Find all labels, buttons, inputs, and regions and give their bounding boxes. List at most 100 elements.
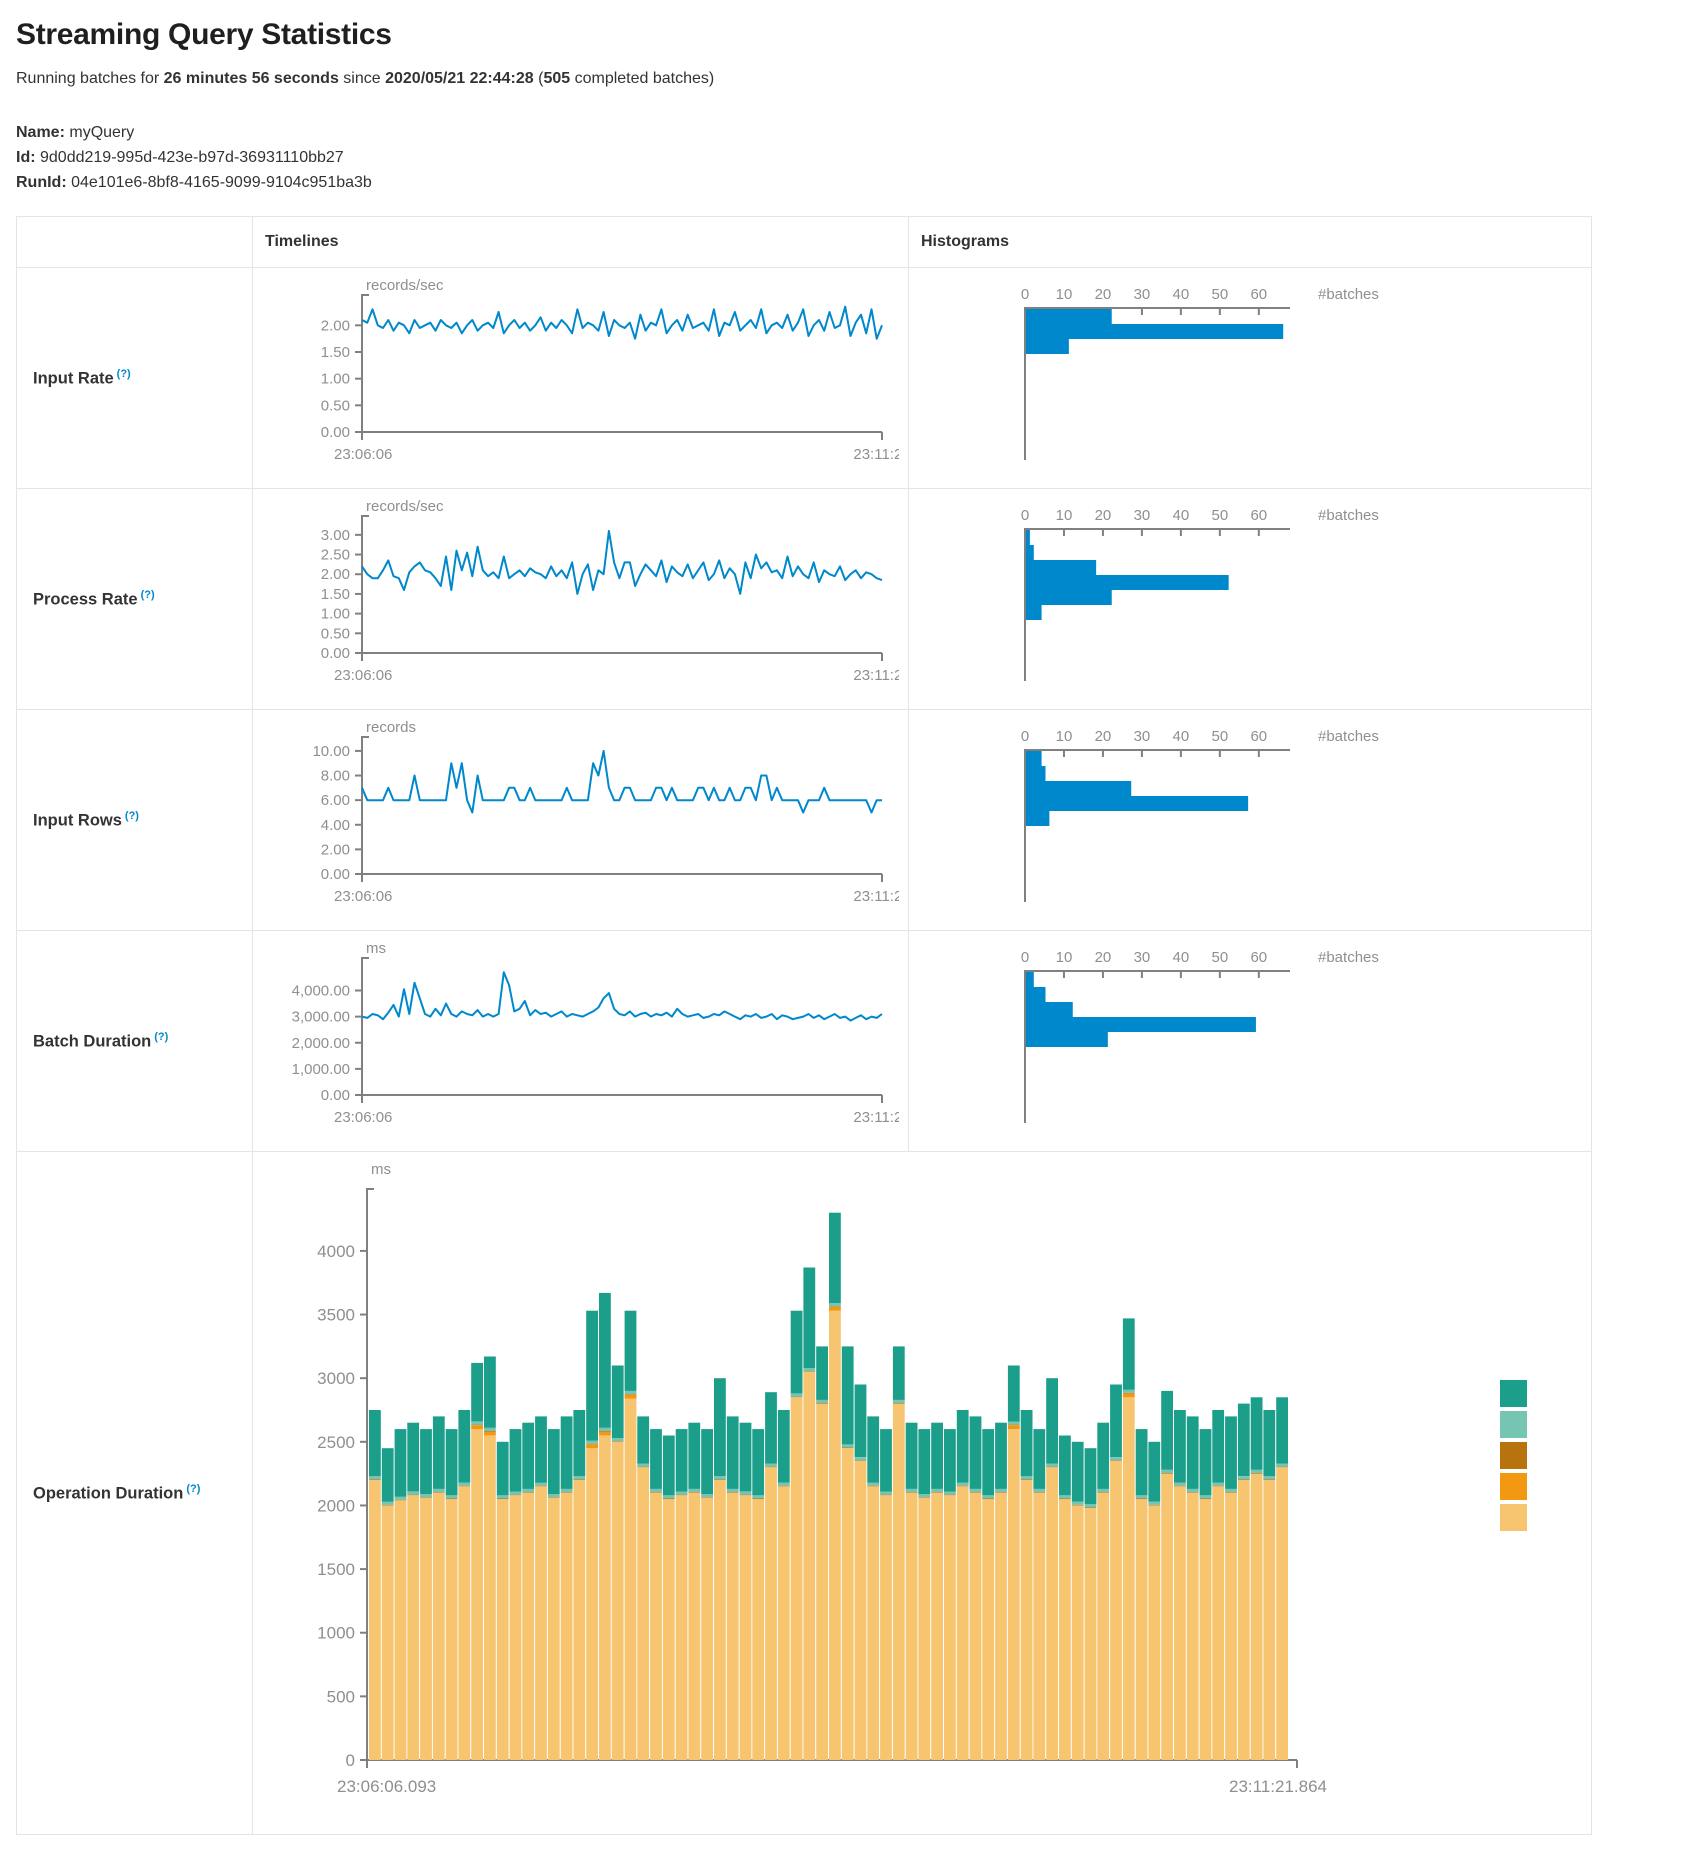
svg-text:20: 20 xyxy=(1095,507,1112,524)
query-id-value: 9d0dd219-995d-423e-b97d-36931110bb27 xyxy=(40,149,344,166)
svg-text:20: 20 xyxy=(1095,286,1112,303)
operation-duration-legend xyxy=(1500,1380,1527,1535)
process-rate-histogram-chart: 0 10 20 30 40 50 60 #batches xyxy=(1021,507,1379,681)
operation-duration-stacked-bar-chart: ms 0 500 1000 1500 2000 2500 3000 3500 4000 23:06:… xyxy=(317,1161,1327,1796)
metric-label-input-rate: Input Rate xyxy=(33,369,114,388)
help-icon[interactable]: (?) xyxy=(186,1482,201,1495)
svg-text:23:06:06: 23:06:06 xyxy=(334,667,392,684)
query-name-value: myQuery xyxy=(69,124,135,141)
svg-text:10: 10 xyxy=(1056,507,1073,524)
svg-text:0.00: 0.00 xyxy=(321,424,350,441)
help-icon[interactable]: (?) xyxy=(124,809,139,822)
summary-batch-count: 505 xyxy=(543,70,571,87)
svg-text:3,000.00: 3,000.00 xyxy=(292,1009,350,1026)
query-name-label: Name: xyxy=(16,124,65,141)
help-icon[interactable]: (?) xyxy=(154,1030,169,1043)
svg-text:30: 30 xyxy=(1134,728,1151,745)
svg-text:records/sec: records/sec xyxy=(366,498,444,515)
svg-text:0.50: 0.50 xyxy=(321,397,350,414)
svg-text:0.50: 0.50 xyxy=(321,625,350,642)
svg-text:20: 20 xyxy=(1095,949,1112,966)
query-name-line: Name: myQuery xyxy=(16,124,1677,142)
svg-text:40: 40 xyxy=(1173,728,1190,745)
svg-text:40: 40 xyxy=(1173,286,1190,303)
svg-text:0.00: 0.00 xyxy=(321,645,350,662)
metric-row-process-rate: Process Rate (?) records/sec 0.00 0.50 1.00 1… xyxy=(16,488,1592,710)
svg-text:3.00: 3.00 xyxy=(321,527,350,544)
metric-column-header xyxy=(16,216,253,268)
svg-text:2.50: 2.50 xyxy=(321,547,350,564)
svg-text:30: 30 xyxy=(1134,286,1151,303)
svg-text:30: 30 xyxy=(1134,949,1151,966)
svg-text:#batches: #batches xyxy=(1318,286,1379,303)
help-icon[interactable]: (?) xyxy=(140,588,155,601)
summary-paren-open: ( xyxy=(533,70,544,87)
svg-text:40: 40 xyxy=(1173,507,1190,524)
timeline-chart-cell: records 0.00 2.00 4.00 6.00 8.00 10.00 23:06:06… xyxy=(252,709,909,931)
legend-swatch-queryplanning xyxy=(1500,1411,1527,1438)
svg-text:4,000.00: 4,000.00 xyxy=(292,983,350,1000)
timeline-chart-cell: ms 0.00 1,000.00 2,000.00 3,000.00 4,000.00 23… xyxy=(252,930,909,1152)
query-meta: Name: myQuery Id: 9d0dd219-995d-423e-b97… xyxy=(16,124,1677,192)
input-rows-timeline-chart: records 0.00 2.00 4.00 6.00 8.00 10.00 23:06:06… xyxy=(312,719,899,905)
svg-text:500: 500 xyxy=(327,1687,355,1706)
svg-text:0: 0 xyxy=(1021,286,1029,303)
svg-text:6.00: 6.00 xyxy=(321,792,350,809)
summary-duration: 26 minutes 56 seconds xyxy=(163,70,339,87)
svg-text:3000: 3000 xyxy=(317,1369,355,1388)
svg-text:records: records xyxy=(366,719,416,736)
summary-since: 2020/05/21 22:44:28 xyxy=(385,70,534,87)
svg-text:30: 30 xyxy=(1134,507,1151,524)
svg-text:50: 50 xyxy=(1212,949,1229,966)
query-id-line: Id: 9d0dd219-995d-423e-b97d-36931110bb27 xyxy=(16,149,1677,167)
svg-text:1500: 1500 xyxy=(317,1560,355,1579)
svg-text:23:06:06: 23:06:06 xyxy=(334,1109,392,1126)
timeline-chart-cell: records/sec 0.00 0.50 1.00 1.50 2.00 23:06:06 2… xyxy=(252,267,909,489)
svg-text:50: 50 xyxy=(1212,728,1229,745)
histogram-chart-cell: 0 10 20 30 40 50 60 #batches xyxy=(908,488,1592,710)
svg-text:20: 20 xyxy=(1095,728,1112,745)
summary-prefix: Running batches for xyxy=(16,70,164,87)
histogram-chart-cell: 0 10 20 30 40 50 60 #batches xyxy=(908,709,1592,931)
svg-text:4.00: 4.00 xyxy=(321,817,350,834)
metric-label-operation-duration: Operation Duration xyxy=(33,1484,184,1503)
input-rate-timeline-chart: records/sec 0.00 0.50 1.00 1.50 2.00 23:06:06 2… xyxy=(321,277,899,463)
metric-row-input-rows: Input Rows (?) records 0.00 2.00 4.00 6.00 8.0… xyxy=(16,709,1592,931)
svg-text:#batches: #batches xyxy=(1318,949,1379,966)
input-rate-histogram-chart: 0 10 20 30 40 50 60 #batches xyxy=(1021,286,1379,460)
svg-text:23:11:21: 23:11:21 xyxy=(853,1109,899,1126)
svg-text:0: 0 xyxy=(1021,728,1029,745)
table-header-row: Timelines Histograms xyxy=(16,216,1592,268)
svg-text:1.50: 1.50 xyxy=(321,586,350,603)
metric-row-batch-duration: Batch Duration (?) ms 0.00 1,000.00 2,000.00… xyxy=(16,930,1592,1152)
input-rows-histogram-chart: 0 10 20 30 40 50 60 #batches xyxy=(1021,728,1379,902)
metric-row-operation-duration: Operation Duration (?) ms 0 500 1000 1500 2000… xyxy=(16,1151,1592,1835)
legend-swatch-walcommit xyxy=(1500,1380,1527,1407)
svg-text:0: 0 xyxy=(346,1751,355,1770)
legend-swatch-addbatch xyxy=(1500,1504,1527,1531)
batch-duration-timeline-chart: ms 0.00 1,000.00 2,000.00 3,000.00 4,000.00 23… xyxy=(292,940,899,1126)
statistics-table: Timelines Histograms Input Rate (?) recor… xyxy=(16,216,1592,1835)
legend-swatch-latestoffset xyxy=(1500,1442,1527,1469)
legend-swatch-getbatch xyxy=(1500,1473,1527,1500)
svg-text:23:11:21: 23:11:21 xyxy=(853,446,899,463)
query-runid-line: RunId: 04e101e6-8bf8-4165-9099-9104c951b… xyxy=(16,174,1677,192)
svg-text:2,000.00: 2,000.00 xyxy=(292,1035,350,1052)
svg-text:23:06:06: 23:06:06 xyxy=(334,446,392,463)
svg-text:1.00: 1.00 xyxy=(321,371,350,388)
svg-text:0: 0 xyxy=(1021,949,1029,966)
svg-text:2.00: 2.00 xyxy=(321,566,350,583)
running-summary: Running batches for 26 minutes 56 second… xyxy=(16,70,1677,88)
metric-label-batch-duration: Batch Duration xyxy=(33,1032,152,1051)
query-runid-value: 04e101e6-8bf8-4165-9099-9104c951ba3b xyxy=(71,174,372,191)
svg-text:1.00: 1.00 xyxy=(321,606,350,623)
metric-row-input-rate: Input Rate (?) records/sec 0.00 0.50 1.00 1.5… xyxy=(16,267,1592,489)
svg-text:4000: 4000 xyxy=(317,1242,355,1261)
query-runid-label: RunId: xyxy=(16,174,67,191)
svg-text:ms: ms xyxy=(371,1161,391,1178)
help-icon[interactable]: (?) xyxy=(116,367,131,380)
svg-text:23:11:21.864: 23:11:21.864 xyxy=(1229,1777,1327,1796)
svg-text:23:11:21: 23:11:21 xyxy=(853,888,899,905)
svg-text:10: 10 xyxy=(1056,949,1073,966)
